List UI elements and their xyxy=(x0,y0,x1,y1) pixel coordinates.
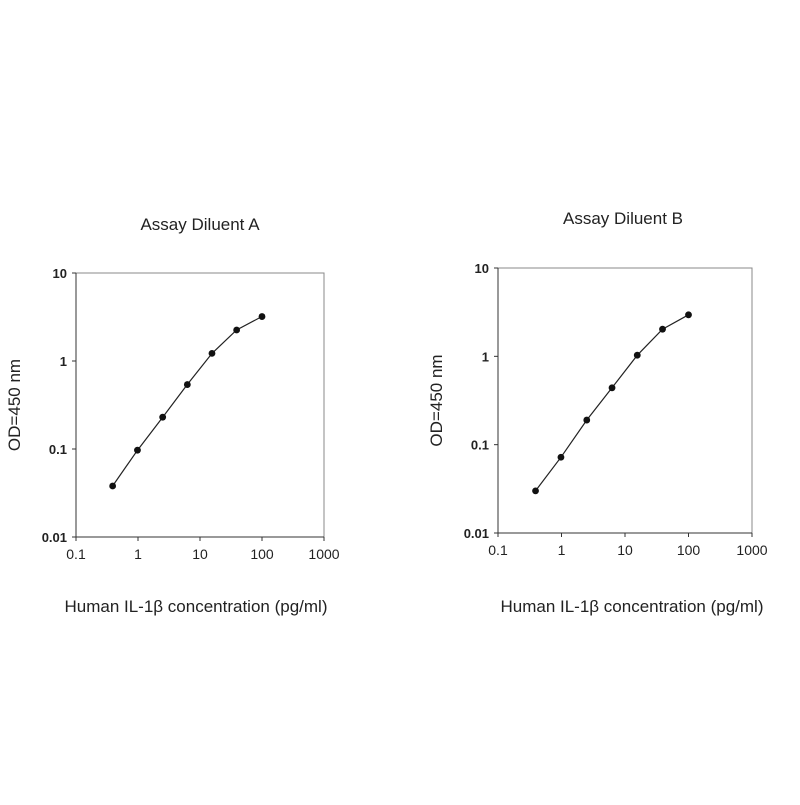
x-tick-label: 0.1 xyxy=(488,542,508,558)
data-point xyxy=(532,487,539,495)
chart-assay-diluent-b: Assay Diluent B OD=450 nm Human IL-1β conc… xyxy=(427,209,768,616)
y-tick-label: 1 xyxy=(482,349,489,364)
x-axis-label: Human IL-1β concentration (pg/ml) xyxy=(500,597,763,616)
x-tick-label: 10 xyxy=(192,546,208,562)
y-tick-label: 0.1 xyxy=(471,438,489,453)
chart-title: Assay Diluent B xyxy=(563,209,683,228)
data-point xyxy=(659,325,666,333)
x-axis-label: Human IL-1β concentration (pg/ml) xyxy=(64,597,327,616)
x-tick-label: 1000 xyxy=(736,542,767,558)
chart-title: Assay Diluent A xyxy=(140,215,260,234)
y-tick-label: 0.1 xyxy=(49,442,67,457)
x-tick-label: 100 xyxy=(250,546,274,562)
chart-assay-diluent-a: Assay Diluent A OD=450 nm Human IL-1β conc… xyxy=(5,215,340,616)
data-point xyxy=(183,381,191,388)
y-tick-label: 1 xyxy=(60,354,67,369)
x-tick-label: 1 xyxy=(134,546,142,562)
y-tick-label: 0.01 xyxy=(42,530,67,545)
y-tick-label: 10 xyxy=(53,266,67,281)
y-tick-label: 0.01 xyxy=(464,526,489,541)
y-tick-label: 10 xyxy=(475,261,489,276)
x-tick-label: 1000 xyxy=(308,546,339,562)
x-tick-label: 0.1 xyxy=(66,546,86,562)
plot-frame xyxy=(75,272,325,538)
data-point xyxy=(208,350,216,357)
data-point xyxy=(258,313,266,320)
series-line xyxy=(112,315,263,487)
data-point xyxy=(159,413,167,421)
series-line xyxy=(535,314,689,492)
data-point xyxy=(557,453,565,461)
x-tick-label: 100 xyxy=(677,542,701,558)
data-point xyxy=(583,416,591,424)
data-point xyxy=(134,446,141,454)
data-point xyxy=(685,311,692,319)
data-point xyxy=(633,351,641,359)
data-point xyxy=(608,384,616,392)
y-axis-label: OD=450 nm xyxy=(5,359,24,451)
data-point xyxy=(109,482,117,490)
x-tick-label: 1 xyxy=(558,542,566,558)
data-point xyxy=(233,326,241,334)
x-tick-label: 10 xyxy=(617,542,633,558)
y-axis-label: OD=450 nm xyxy=(427,354,446,446)
